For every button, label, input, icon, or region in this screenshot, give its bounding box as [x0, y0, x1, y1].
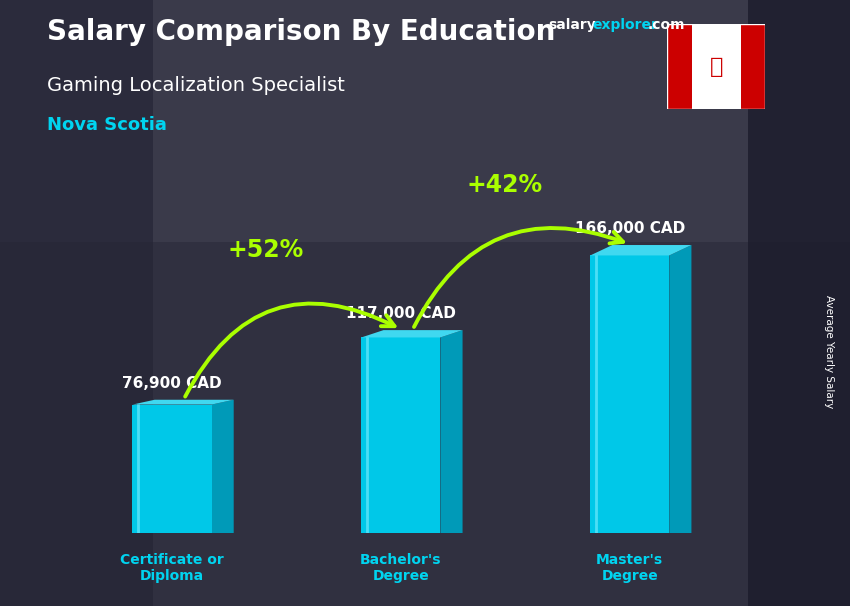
Polygon shape [361, 330, 462, 338]
Text: 🍁: 🍁 [710, 56, 722, 77]
Bar [361, 338, 440, 533]
Text: Certificate or
Diploma: Certificate or Diploma [120, 553, 224, 583]
Bar [692, 24, 740, 109]
Bar [590, 256, 669, 533]
Text: salary: salary [548, 18, 596, 32]
Text: 76,900 CAD: 76,900 CAD [122, 376, 222, 391]
Text: Nova Scotia: Nova Scotia [47, 116, 167, 135]
Polygon shape [440, 330, 462, 533]
Text: Salary Comparison By Education: Salary Comparison By Education [47, 18, 555, 46]
Bar [0, 0, 850, 242]
Polygon shape [590, 245, 691, 256]
Text: +52%: +52% [228, 238, 303, 262]
Text: .com: .com [648, 18, 685, 32]
Bar [133, 405, 212, 533]
Text: Master's
Degree: Master's Degree [596, 553, 663, 583]
Polygon shape [133, 400, 234, 405]
Bar [0, 0, 153, 606]
Text: Bachelor's
Degree: Bachelor's Degree [360, 553, 442, 583]
Polygon shape [669, 245, 691, 533]
Text: 117,000 CAD: 117,000 CAD [346, 306, 456, 321]
Text: Average Yearly Salary: Average Yearly Salary [824, 295, 834, 408]
Text: 166,000 CAD: 166,000 CAD [575, 221, 685, 236]
Bar [667, 24, 692, 109]
Bar [748, 0, 850, 606]
Text: +42%: +42% [467, 173, 543, 197]
Text: explorer: explorer [592, 18, 658, 32]
Bar [740, 24, 765, 109]
Polygon shape [212, 400, 234, 533]
Text: Gaming Localization Specialist: Gaming Localization Specialist [47, 76, 344, 95]
